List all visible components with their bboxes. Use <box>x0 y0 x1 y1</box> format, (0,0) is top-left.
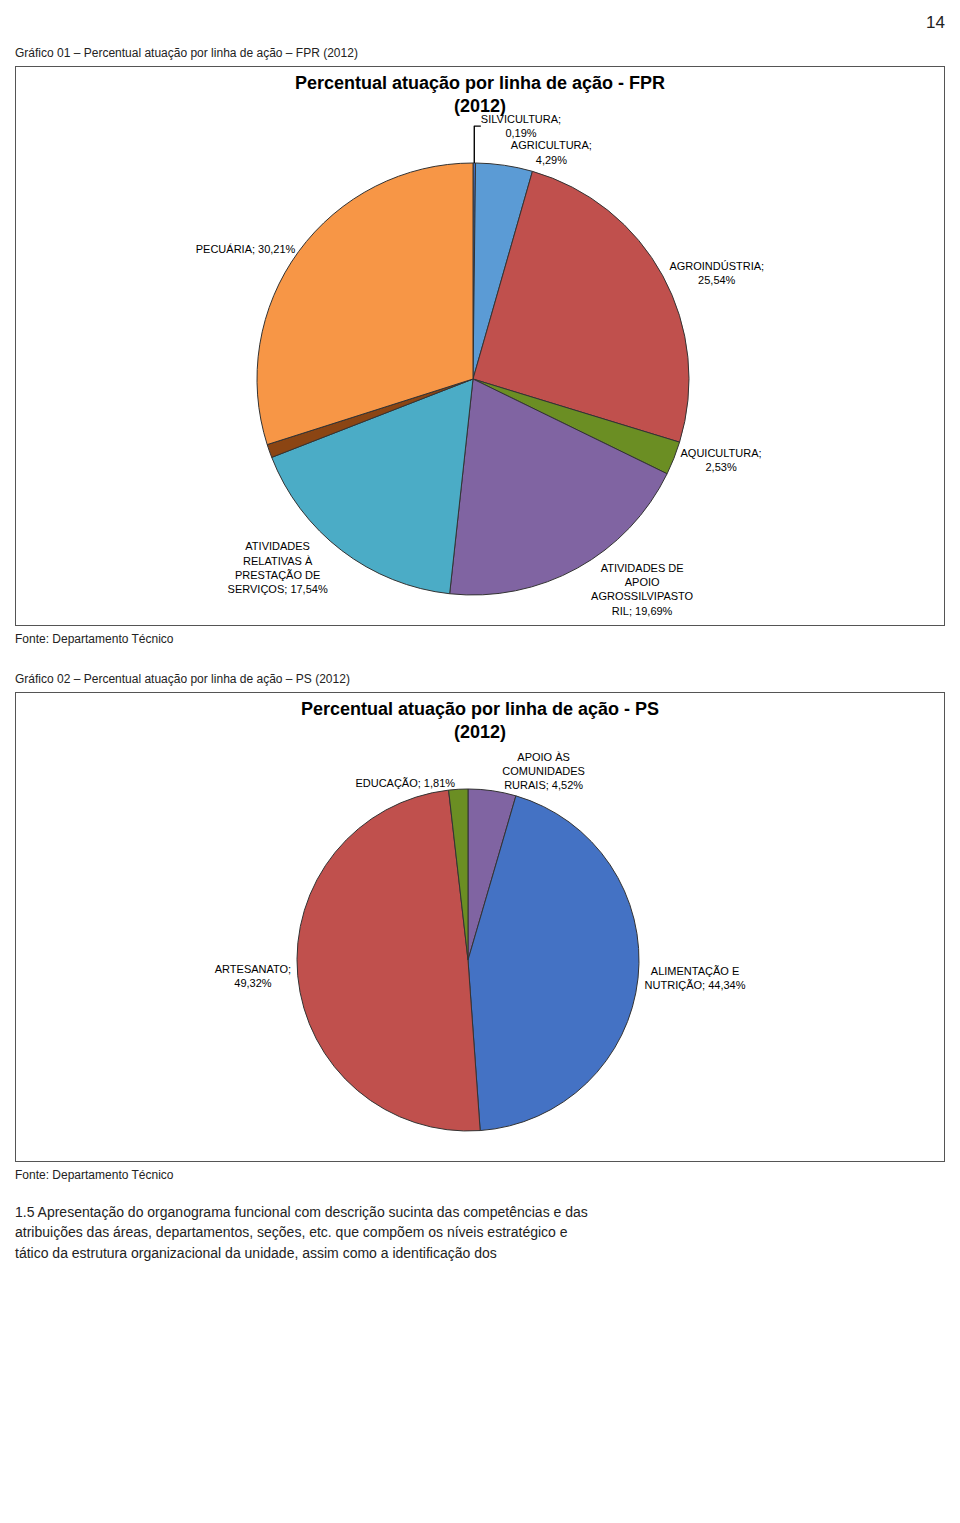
svg-text:ATIVIDADESRELATIVAS ÀPRESTAÇÃO: ATIVIDADESRELATIVAS ÀPRESTAÇÃO DESERVIÇO… <box>228 540 328 595</box>
svg-text:PECUÁRIA; 30,21%: PECUÁRIA; 30,21% <box>196 243 296 255</box>
svg-text:ATIVIDADES DEAPOIOAGROSSILVIPA: ATIVIDADES DEAPOIOAGROSSILVIPASTORIL; 19… <box>591 562 694 617</box>
html-text:Gráfico 02 – Percentual atuaçã: Gráfico 02 – Percentual atuação por linh… <box>15 672 350 686</box>
svg-text:SILVICULTURA;0,19%: SILVICULTURA;0,19% <box>481 113 561 139</box>
html-text:1.5 Apresentação do organogram: 1.5 Apresentação do organograma funciona… <box>15 1204 588 1261</box>
svg-text:Percentual atuação por linha d: Percentual atuação por linha de ação - F… <box>295 73 665 116</box>
html-text:Gráfico 01 – Percentual atuaçã: Gráfico 01 – Percentual atuação por linh… <box>15 46 358 60</box>
svg-text:AQUICULTURA;2,53%: AQUICULTURA;2,53% <box>681 447 762 473</box>
svg-text:EDUCAÇÃO; 1,81%: EDUCAÇÃO; 1,81% <box>355 777 455 789</box>
svg-text:ALIMENTAÇÃO ENUTRIÇÃO; 44,34%: ALIMENTAÇÃO ENUTRIÇÃO; 44,34% <box>645 965 746 991</box>
svg-text:APOIO ÀSCOMUNIDADESRURAIS; 4,5: APOIO ÀSCOMUNIDADESRURAIS; 4,52% <box>502 751 585 792</box>
svg-text:AGRICULTURA;4,29%: AGRICULTURA;4,29% <box>511 139 592 165</box>
svg-text:AGROINDÚSTRIA;25,54%: AGROINDÚSTRIA;25,54% <box>669 260 764 286</box>
html-text:14: 14 <box>926 13 945 32</box>
html-text:Fonte: Departamento Técnico: Fonte: Departamento Técnico <box>15 632 174 646</box>
svg-text:ARTESANATO;49,32%: ARTESANATO;49,32% <box>215 963 291 989</box>
html-text:Fonte: Departamento Técnico: Fonte: Departamento Técnico <box>15 1168 174 1182</box>
svg-text:Percentual atuação por linha d: Percentual atuação por linha de ação - P… <box>301 699 659 742</box>
